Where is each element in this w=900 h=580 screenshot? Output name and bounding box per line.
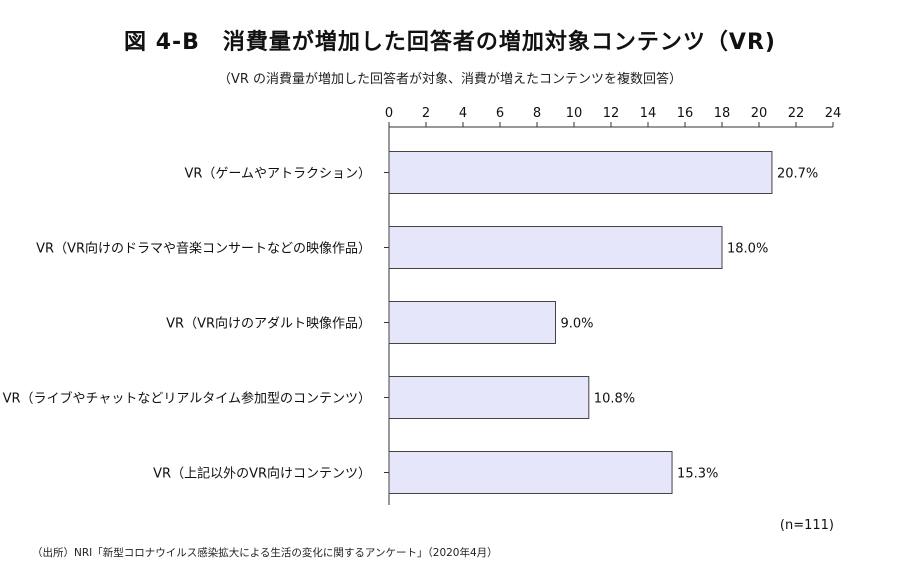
category-label: VR（ゲームやアトラクション） <box>184 167 371 182</box>
category-label: VR（ライブやチャットなどリアルタイム参加型のコンテンツ） <box>3 391 371 407</box>
x-tick-label: 6 <box>496 106 504 121</box>
sample-size-note: (n=111) <box>779 518 834 533</box>
data-label: 20.7% <box>777 167 818 182</box>
x-tick-label: 16 <box>677 106 694 121</box>
chart-title: 図 4-B 消費量が増加した回答者の増加対象コンテンツ（VR) <box>124 30 776 55</box>
x-tick-label: 10 <box>566 106 583 121</box>
data-label: 9.0% <box>561 317 594 332</box>
bar-series: VR（ゲームやアトラクション） 20.7% VR（VR向けのドラマや音楽コンサートな… <box>3 151 818 494</box>
data-label: 15.3% <box>677 467 718 482</box>
x-tick-label: 0 <box>385 106 393 121</box>
x-tick-label: 18 <box>714 106 731 121</box>
x-tick-label: 2 <box>422 106 430 121</box>
category-label: VR（VR向けのアダルト映像作品） <box>166 316 371 332</box>
x-tick-label: 24 <box>825 106 842 121</box>
data-label: 18.0% <box>727 242 768 257</box>
bar <box>388 451 673 494</box>
bar <box>388 226 723 269</box>
category-label: VR（上記以外のVR向けコンテンツ） <box>153 466 371 482</box>
bar <box>388 376 590 419</box>
chart-subtitle: （VR の消費量が増加した回答者が対象、消費が増えたコンテンツを複数回答） <box>217 72 683 87</box>
x-tick-label: 20 <box>751 106 768 121</box>
x-axis: 0 2 4 6 8 10 12 14 16 18 20 22 24 <box>385 106 841 505</box>
category-label: VR（VR向けのドラマや音楽コンサートなどの映像作品） <box>36 241 371 257</box>
data-label: 10.8% <box>594 392 635 407</box>
bar <box>388 301 556 344</box>
x-tick-label: 14 <box>640 106 657 121</box>
x-tick-label: 8 <box>533 106 541 121</box>
x-tick-label: 4 <box>459 106 467 121</box>
x-tick-label: 12 <box>603 106 620 121</box>
source-note: （出所）NRI「新型コロナウイルス感染拡大による生活の変化に関するアンケート」（… <box>32 547 498 559</box>
x-tick-label: 22 <box>788 106 805 121</box>
bar <box>388 151 773 194</box>
